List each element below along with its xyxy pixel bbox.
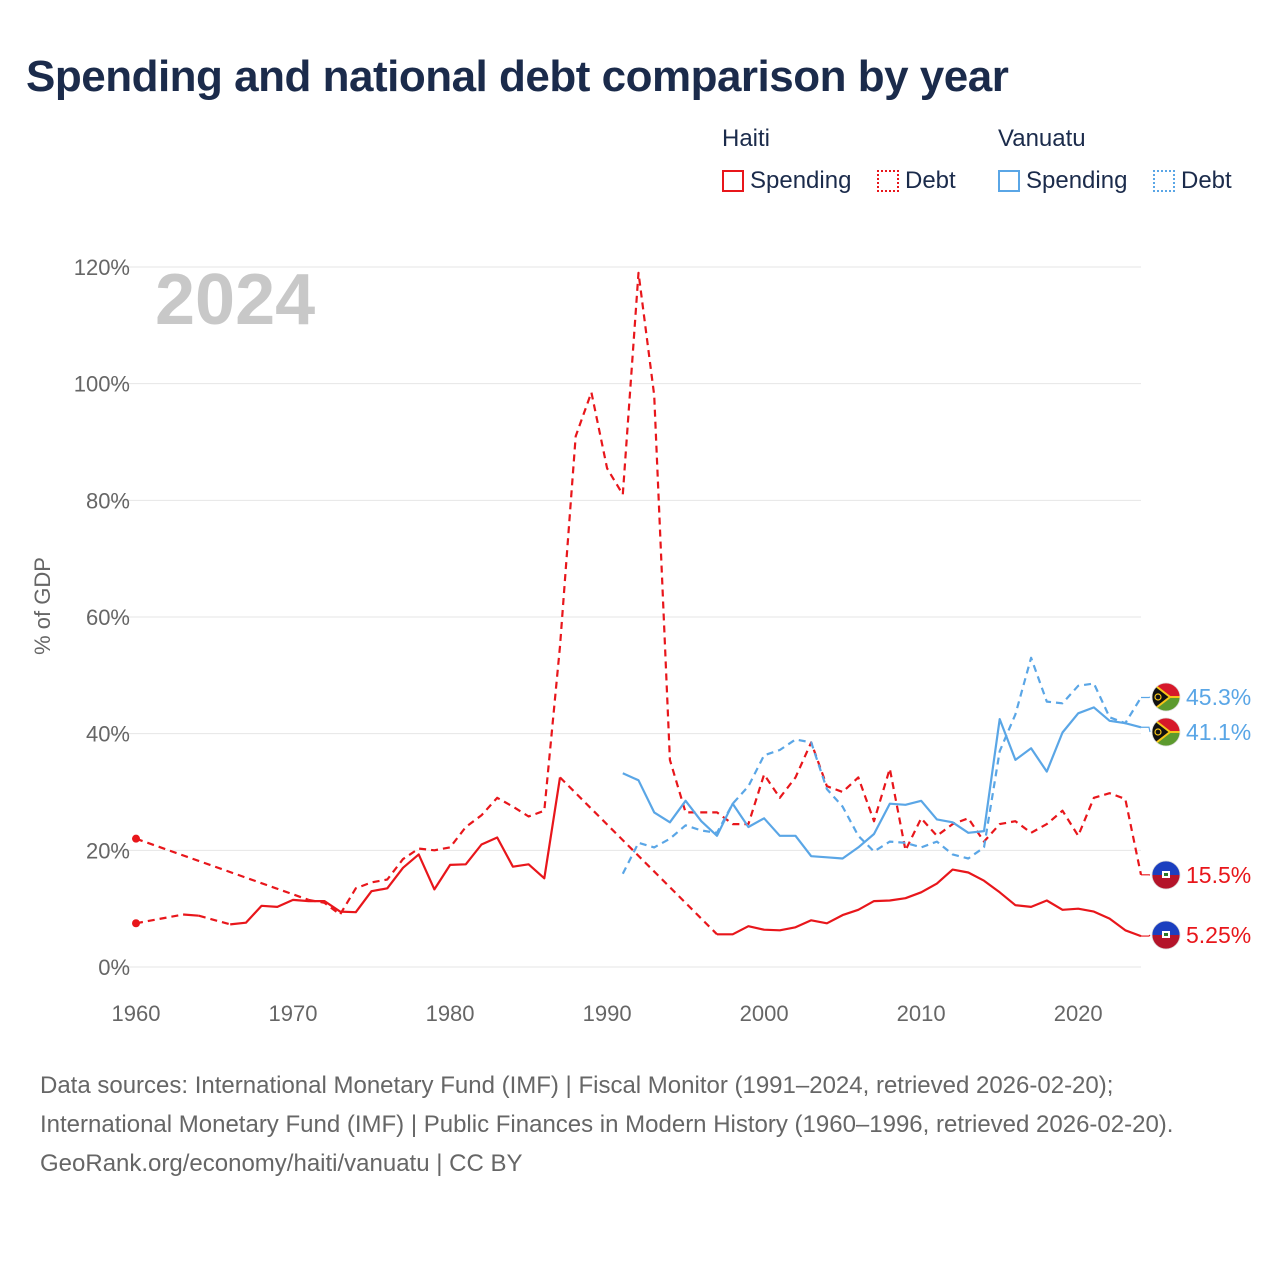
year-watermark: 2024	[155, 260, 315, 340]
end-labels: 15.5% 5.25% 45.3% 41.1%	[1141, 682, 1251, 950]
legend-label: Spending	[1026, 167, 1128, 194]
x-axis: 1960 1970 1980 1990 2000 2010 2020	[112, 1001, 1103, 1026]
vanuatu-debt-leader	[1141, 696, 1151, 699]
solid-swatch-icon	[998, 170, 1020, 192]
vanuatu-spending-leader	[1141, 726, 1151, 733]
haiti-flag-icon	[1151, 860, 1181, 890]
y-tick-label: 0%	[98, 955, 130, 980]
y-axis: 0% 20% 40% 60% 80% 100% 120%	[74, 255, 130, 980]
x-tick-label: 2020	[1054, 1001, 1103, 1026]
legend-label: Debt	[1181, 167, 1232, 194]
x-tick-label: 1990	[583, 1001, 632, 1026]
haiti-spending-line	[135, 913, 184, 925]
gridlines	[108, 266, 1141, 968]
haiti-debt-line	[135, 837, 310, 901]
series-group	[132, 271, 1143, 938]
y-tick-label: 80%	[86, 488, 130, 513]
vanuatu-spending-end-label: 41.1%	[1186, 719, 1251, 745]
haiti-spending-line	[230, 777, 562, 926]
x-tick-label: 2010	[897, 1001, 946, 1026]
haiti-spending-end-label: 5.25%	[1186, 922, 1251, 948]
haiti-spending-line	[717, 868, 1142, 938]
dotted-swatch-icon	[877, 170, 899, 192]
haiti-flag-icon	[1151, 920, 1181, 950]
chart-title: Spending and national debt comparison by…	[26, 52, 1009, 101]
legend-label: Debt	[905, 167, 956, 194]
data-sources: Data sources: International Monetary Fun…	[40, 1072, 1174, 1138]
y-tick-label: 40%	[86, 722, 130, 747]
vanuatu-spending-line	[622, 706, 1142, 860]
y-axis-label: % of GDP	[30, 557, 55, 655]
x-tick-label: 1980	[426, 1001, 475, 1026]
y-tick-label: 100%	[74, 372, 130, 397]
legend-vanuatu-heading: Vanuatu	[998, 125, 1086, 152]
legend-vanuatu-debt[interactable]: Debt	[1153, 167, 1232, 195]
haiti-debt-end-label: 15.5%	[1186, 862, 1251, 888]
solid-swatch-icon	[722, 170, 744, 192]
legend-haiti-heading: Haiti	[722, 125, 771, 152]
x-tick-label: 1960	[112, 1001, 161, 1026]
haiti-spending-line	[559, 776, 718, 936]
y-tick-label: 60%	[86, 605, 130, 630]
footer: Data sources: International Monetary Fun…	[40, 1066, 1240, 1183]
credit-link[interactable]: GeoRank.org/economy/haiti/vanuatu | CC B…	[40, 1150, 523, 1177]
legend-haiti-debt[interactable]: Debt	[877, 167, 956, 195]
legend-haiti-spending[interactable]: Spending	[722, 167, 851, 195]
vanuatu-flag-icon	[1151, 682, 1181, 712]
legend-label: Spending	[750, 167, 852, 194]
vanuatu-debt-line	[621, 656, 1142, 875]
haiti-debt-point	[132, 834, 140, 843]
y-tick-label: 120%	[74, 255, 130, 280]
y-tick-label: 20%	[86, 838, 130, 863]
dotted-swatch-icon	[1153, 170, 1175, 192]
vanuatu-debt-end-label: 45.3%	[1186, 684, 1251, 710]
chart-area: 2024 0% 20% 40% 60% 80% 100% 120% 1960 1970 1980…	[30, 255, 1251, 1026]
x-tick-label: 2000	[740, 1001, 789, 1026]
x-tick-label: 1970	[269, 1001, 318, 1026]
haiti-spending-leader	[1141, 934, 1151, 937]
haiti-spending-line	[183, 913, 199, 917]
vanuatu-flag-icon	[1151, 717, 1181, 747]
haiti-spending-line	[198, 914, 231, 926]
legend-vanuatu-spending[interactable]: Spending	[998, 167, 1127, 195]
